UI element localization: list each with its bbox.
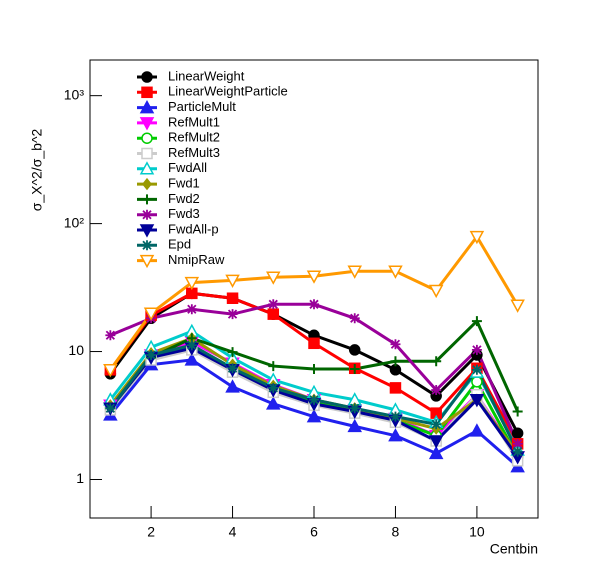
legend-marker (139, 117, 155, 131)
legend-text: Epd (168, 237, 191, 252)
data-point (431, 419, 442, 430)
data-point (389, 382, 402, 394)
data-point (105, 330, 116, 341)
data-point (266, 271, 281, 285)
legend-marker (142, 240, 152, 251)
x-tick-label: 8 (392, 524, 400, 540)
data-point (227, 363, 238, 374)
data-point (186, 304, 197, 315)
y-tick-label: 1 (76, 470, 84, 486)
legend-text: Fwd3 (168, 206, 200, 221)
data-point (268, 361, 279, 372)
data-point (388, 265, 403, 279)
data-point (390, 356, 401, 367)
y-tick-label: 10³ (64, 86, 85, 102)
legend-text: RefMult1 (168, 114, 220, 129)
legend-marker (141, 132, 153, 144)
data-point (309, 364, 319, 375)
data-point (389, 364, 402, 376)
legend-marker (142, 194, 152, 205)
data-point (428, 435, 444, 449)
plot-frame (89, 59, 539, 519)
data-point (309, 299, 319, 310)
data-point (146, 349, 157, 360)
data-point (225, 379, 240, 393)
data-point (227, 309, 238, 320)
data-point (512, 446, 523, 457)
legend-marker (141, 86, 153, 99)
data-point (225, 274, 240, 288)
data-point (227, 347, 238, 358)
x-tick-label: 6 (310, 524, 318, 540)
data-point (348, 344, 361, 356)
data-point (184, 352, 200, 366)
data-point (349, 364, 360, 375)
data-point (306, 409, 322, 423)
data-point (390, 411, 401, 422)
legend-marker (139, 161, 155, 175)
y-tick-label: 10 (68, 342, 84, 358)
data-point (469, 230, 485, 245)
data-point (469, 423, 485, 437)
legend-text: FwdAll-p (168, 221, 219, 236)
data-point (105, 403, 116, 414)
x-tick-label: 4 (229, 524, 237, 540)
x-axis-title: Centbin (490, 541, 538, 557)
data-point (347, 265, 362, 279)
data-point (267, 308, 280, 320)
legend-text: FwdAll (168, 160, 207, 175)
data-point (309, 394, 319, 405)
data-point (428, 445, 444, 460)
legend-marker (139, 100, 155, 114)
data-point (308, 337, 320, 350)
legend-text: Fwd1 (168, 176, 200, 191)
data-point (469, 393, 485, 408)
data-point (268, 382, 279, 393)
legend-text: ParticleMult (168, 99, 236, 114)
legend-marker (142, 177, 152, 191)
data-point (268, 299, 279, 310)
data-point (431, 356, 442, 367)
x-tick-label: 10 (469, 524, 485, 540)
data-point (471, 316, 482, 327)
data-point (103, 364, 118, 378)
legend-text: LinearWeightParticle (168, 84, 288, 99)
data-point (388, 428, 403, 442)
data-point (471, 344, 482, 355)
legend-text: Fwd2 (168, 191, 200, 206)
legend-marker (139, 254, 155, 269)
data-point (349, 403, 360, 414)
data-point (390, 339, 401, 350)
data-point (349, 313, 360, 324)
data-point (186, 340, 197, 351)
data-point (306, 270, 322, 284)
y-tick-label: 10² (64, 214, 85, 230)
data-point (347, 418, 362, 433)
x-tick-label: 2 (147, 524, 155, 540)
legend-text: RefMult2 (168, 130, 220, 145)
legend-marker (139, 224, 155, 238)
data-point (184, 276, 200, 291)
data-point (510, 299, 525, 313)
legend-text: LinearWeight (168, 68, 245, 83)
legend-marker (141, 71, 153, 83)
data-point (511, 427, 524, 439)
legend-text: RefMult3 (168, 145, 220, 160)
data-point (431, 385, 442, 396)
legend-text: NmipRaw (168, 252, 225, 267)
data-point (471, 376, 483, 388)
data-point (226, 292, 239, 304)
data-point (428, 284, 444, 299)
data-point (512, 406, 523, 417)
data-point (512, 438, 523, 449)
data-point (471, 364, 482, 375)
data-point (266, 396, 281, 410)
data-point (143, 307, 159, 321)
y-axis-title: σ_X^2/σ_b^2 (29, 128, 45, 211)
legend-marker (142, 209, 152, 220)
legend-marker (141, 147, 153, 160)
